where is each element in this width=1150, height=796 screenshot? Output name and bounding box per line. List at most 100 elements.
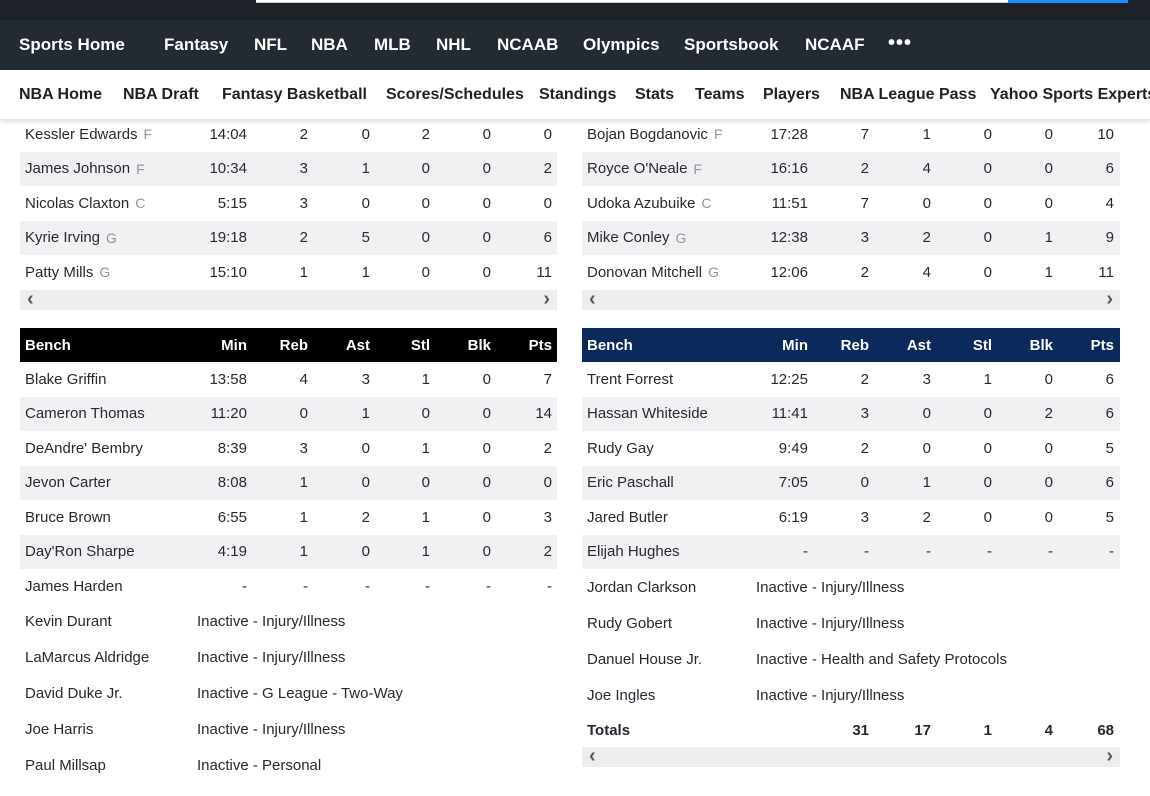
player-name-text[interactable]: Day'Ron Sharpe [25, 543, 135, 561]
player-name[interactable]: Blake Griffin [25, 362, 106, 397]
player-name[interactable]: Jevon Carter [25, 466, 111, 501]
nav-nhl[interactable]: NHL [436, 35, 471, 54]
player-name[interactable]: Cameron Thomas [25, 397, 145, 432]
player-name[interactable]: DeAndre' Bembry [25, 431, 143, 466]
player-name[interactable]: Joe Harris [25, 721, 94, 738]
player-name-text[interactable]: Kessler Edwards [25, 125, 138, 143]
chevron-left-icon[interactable]: ‹ [589, 287, 596, 310]
player-name-text[interactable]: Hassan Whiteside [587, 405, 708, 423]
player-name-text[interactable]: Trent Forrest [587, 370, 674, 388]
chevron-right-icon[interactable]: › [1106, 287, 1113, 310]
player-name-text[interactable]: Jevon Carter [25, 474, 111, 492]
player-name[interactable]: Kevin Durant [25, 613, 112, 630]
search-input[interactable] [256, 0, 1008, 3]
header-stl[interactable]: Stl [972, 336, 992, 354]
player-name[interactable]: Bojan Bogdanovic F [587, 117, 723, 152]
player-name[interactable]: Danuel House Jr. [587, 650, 703, 668]
player-name[interactable]: Jordan Clarkson [587, 578, 697, 596]
subnav-standings[interactable]: Standings [539, 86, 617, 103]
player-name-text[interactable]: Cameron Thomas [25, 405, 145, 423]
player-name[interactable]: Hassan Whiteside [587, 397, 708, 432]
chevron-right-icon[interactable]: › [543, 287, 550, 310]
header-min[interactable]: Min [782, 336, 808, 354]
nav-sports-home[interactable]: Sports Home [19, 35, 125, 54]
header-ast[interactable]: Ast [906, 336, 931, 354]
player-name[interactable]: David Duke Jr. [25, 685, 123, 702]
player-name[interactable]: Paul Millsap [25, 757, 106, 774]
player-name[interactable]: Nicolas Claxton C [25, 186, 145, 221]
player-name-text[interactable]: Mike Conley [587, 229, 670, 247]
player-name-text[interactable]: James Harden [25, 577, 123, 595]
header-pts[interactable]: Pts [1090, 336, 1114, 354]
player-name[interactable]: LaMarcus Aldridge [25, 649, 150, 666]
player-name[interactable]: Jared Butler [587, 500, 668, 535]
player-name[interactable]: James Harden [25, 569, 123, 604]
subnav-nba-home[interactable]: NBA Home [19, 86, 102, 103]
horizontal-scrollbar[interactable]: ‹ › [20, 287, 557, 310]
player-name-text[interactable]: Blake Griffin [25, 370, 107, 388]
horizontal-scrollbar[interactable]: ‹ › [582, 745, 1120, 767]
nav-olympics[interactable]: Olympics [583, 35, 660, 54]
player-name[interactable]: Joe Ingles [587, 686, 656, 704]
search-button[interactable] [1008, 0, 1128, 3]
header-blk[interactable]: Blk [1029, 336, 1053, 354]
player-name[interactable]: Rudy Gobert [587, 614, 673, 632]
player-name-text[interactable]: Donovan Mitchell [587, 263, 703, 281]
chevron-right-icon[interactable]: › [1106, 745, 1113, 767]
header-ast[interactable]: Ast [345, 336, 370, 354]
header-reb[interactable]: Reb [840, 336, 869, 354]
nav-ncaaf[interactable]: NCAAF [805, 35, 865, 54]
header-blk[interactable]: Blk [467, 336, 491, 354]
bench-header-label: Bench [587, 336, 633, 354]
nav-mlb[interactable]: MLB [374, 35, 411, 54]
player-name-text[interactable]: DeAndre' Bembry [25, 439, 143, 457]
player-name[interactable]: Donovan Mitchell G [587, 255, 719, 290]
player-name[interactable]: Bruce Brown [25, 500, 111, 535]
player-name[interactable]: Kyrie Irving G [25, 221, 117, 256]
player-name[interactable]: Rudy Gay [587, 431, 654, 466]
nav-sportsbook[interactable]: Sportsbook [684, 35, 779, 54]
more-icon[interactable]: ••• [888, 32, 913, 54]
chevron-left-icon[interactable]: ‹ [27, 287, 34, 310]
subnav-nba-league-pass[interactable]: NBA League Pass [840, 86, 977, 103]
horizontal-scrollbar[interactable]: ‹ › [582, 287, 1120, 310]
player-name[interactable]: Patty Mills G [25, 255, 110, 290]
player-name-text[interactable]: Rudy Gay [587, 439, 654, 457]
player-name-text[interactable]: Bojan Bogdanovic [587, 125, 708, 143]
player-name[interactable]: Kessler Edwards F [25, 117, 152, 152]
player-name[interactable]: Day'Ron Sharpe [25, 535, 135, 570]
nav-nba[interactable]: NBA [311, 35, 348, 54]
player-name-text[interactable]: Eric Paschall [587, 474, 674, 492]
player-name-text[interactable]: Elijah Hughes [587, 543, 680, 561]
header-pts[interactable]: Pts [528, 336, 552, 354]
player-name[interactable]: Eric Paschall [587, 466, 674, 501]
subnav-teams[interactable]: Teams [695, 86, 745, 103]
header-min[interactable]: Min [221, 336, 247, 354]
player-name-text[interactable]: Patty Mills [25, 263, 94, 281]
player-name-text[interactable]: Jared Butler [587, 508, 668, 526]
player-name[interactable]: Elijah Hughes [587, 535, 680, 570]
player-name-text[interactable]: Royce O'Neale [587, 160, 688, 178]
player-name-text[interactable]: James Johnson [25, 160, 131, 178]
subnav-stats[interactable]: Stats [635, 86, 675, 103]
player-name-text[interactable]: Kyrie Irving [25, 229, 101, 247]
subnav-scores-schedules[interactable]: Scores/Schedules [386, 86, 524, 103]
player-name[interactable]: Udoka Azubuike C [587, 186, 712, 221]
player-name[interactable]: Mike Conley G [587, 221, 686, 256]
player-name[interactable]: Trent Forrest [587, 362, 673, 397]
header-stl[interactable]: Stl [410, 336, 430, 354]
player-name-text[interactable]: Udoka Azubuike [587, 194, 696, 212]
chevron-left-icon[interactable]: ‹ [589, 745, 596, 767]
nav-ncaab[interactable]: NCAAB [497, 35, 559, 54]
subnav-yahoo-sports-experts[interactable]: Yahoo Sports Experts [990, 86, 1150, 103]
nav-fantasy[interactable]: Fantasy [164, 35, 229, 54]
player-name[interactable]: Royce O'Neale F [587, 152, 702, 187]
player-name-text[interactable]: Nicolas Claxton [25, 194, 130, 212]
subnav-nba-draft[interactable]: NBA Draft [123, 86, 199, 103]
subnav-players[interactable]: Players [763, 86, 820, 103]
subnav-fantasy-basketball[interactable]: Fantasy Basketball [222, 86, 367, 103]
player-name[interactable]: James Johnson F [25, 152, 145, 187]
header-reb[interactable]: Reb [279, 336, 308, 354]
nav-nfl[interactable]: NFL [254, 35, 288, 54]
player-name-text[interactable]: Bruce Brown [25, 508, 111, 526]
